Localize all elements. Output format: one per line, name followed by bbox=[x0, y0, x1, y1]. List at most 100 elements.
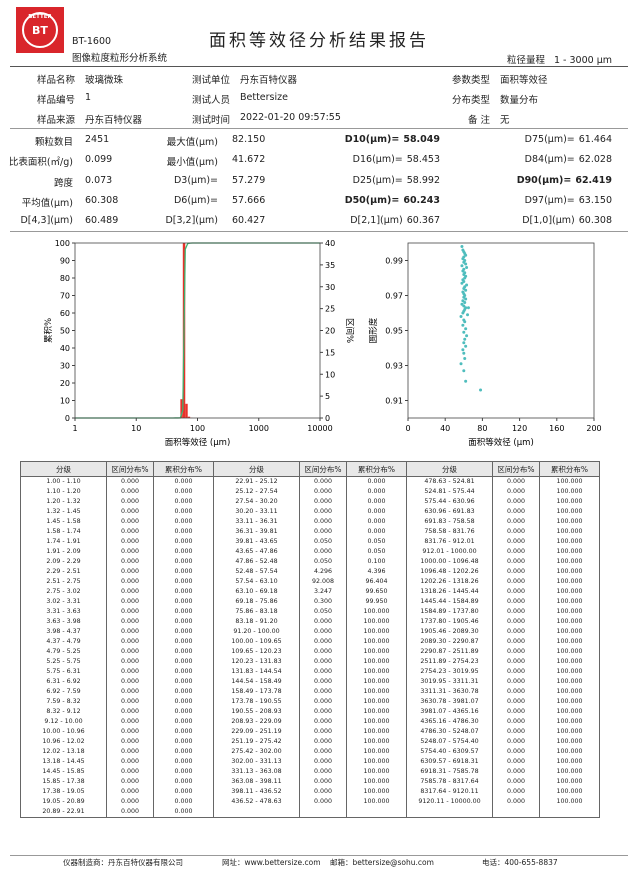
table-cell: 100.000 bbox=[539, 547, 600, 557]
table-cell: 7585.78 - 8317.64 bbox=[406, 777, 493, 787]
stat-label: D16(μm)= bbox=[352, 154, 403, 166]
table-cell: 0.000 bbox=[153, 517, 214, 527]
table-cell: 0.000 bbox=[492, 727, 540, 737]
x-tick-label: 100 bbox=[190, 424, 205, 433]
info-label: 样品名称 bbox=[36, 75, 75, 86]
table-cell: 100.000 bbox=[539, 717, 600, 727]
table-row: 1.20 - 1.32 0.000 0.000 27.54 - 30.20 0.000 0… bbox=[20, 497, 600, 507]
stat-value: 62.419 bbox=[575, 174, 612, 186]
table-cell: 0.000 bbox=[106, 517, 154, 527]
table-cell: 100.000 bbox=[539, 567, 600, 577]
table-cell: 0.000 bbox=[106, 597, 154, 607]
table-cell: 0.000 bbox=[106, 637, 154, 647]
y2-tick-label: 15 bbox=[325, 348, 335, 357]
stat-value: 41.672 bbox=[232, 154, 266, 166]
table-cell: 0.000 bbox=[346, 497, 407, 507]
table-cell: 2.29 - 2.51 bbox=[20, 567, 107, 577]
table-row: 10.96 - 12.02 0.000 0.000 251.19 - 275.42 0.… bbox=[20, 737, 600, 747]
table-cell: 0.000 bbox=[346, 487, 407, 497]
stat-label: 最大值(μm) bbox=[166, 137, 218, 148]
stat: D90(μm)= 62.419 bbox=[517, 175, 612, 186]
stat-label: D10(μm)= bbox=[344, 134, 400, 145]
table-cell: 100.000 bbox=[539, 597, 600, 607]
table-cell: 0.000 bbox=[106, 577, 154, 587]
table-cell: 100.000 bbox=[346, 687, 407, 697]
table-row: 3.02 - 3.31 0.000 0.000 69.18 - 75.86 0.300 9… bbox=[20, 597, 600, 607]
stat: D[1,0](μm) 60.308 bbox=[522, 215, 612, 226]
table-cell: 4.296 bbox=[299, 567, 347, 577]
table-cell: 100.000 bbox=[539, 687, 600, 697]
table-cell: 302.00 - 331.13 bbox=[213, 757, 300, 767]
table-cell: 208.93 - 229.09 bbox=[213, 717, 300, 727]
table-cell: 0.000 bbox=[106, 677, 154, 687]
stat-label: D[2,1](μm) bbox=[350, 215, 403, 227]
table-cell: 3.98 - 4.37 bbox=[20, 627, 107, 637]
y-tick-label: 80 bbox=[60, 274, 70, 283]
stat-label: D84(μm)= bbox=[524, 154, 575, 166]
table-cell: 1584.89 - 1737.80 bbox=[406, 607, 493, 617]
y2-tick-label: 20 bbox=[325, 327, 335, 336]
table-row: 20.89 - 22.91 0.000 0.000 bbox=[20, 807, 600, 818]
table-cell: 0.000 bbox=[153, 667, 214, 677]
table-cell: 69.18 - 75.86 bbox=[213, 597, 300, 607]
table-cell: 0.000 bbox=[492, 577, 540, 587]
table-cell: 0.000 bbox=[299, 687, 347, 697]
column-header: 分级 bbox=[20, 461, 107, 477]
table-cell: 100.000 bbox=[539, 557, 600, 567]
logo: BETTER BT bbox=[16, 7, 64, 53]
table-cell: 0.000 bbox=[153, 647, 214, 657]
point bbox=[462, 330, 466, 334]
point bbox=[460, 264, 464, 268]
y2-tick-label: 25 bbox=[325, 305, 335, 314]
table-cell: 100.000 bbox=[539, 707, 600, 717]
table-cell: 100.00 - 109.65 bbox=[213, 637, 300, 647]
logo-text: BETTER bbox=[28, 14, 52, 20]
stat-value: 57.666 bbox=[232, 194, 266, 206]
table-cell: 0.000 bbox=[106, 797, 154, 807]
table-cell: 0.000 bbox=[492, 497, 540, 507]
footer-text: 网址：www.bettersize.com bbox=[222, 858, 321, 867]
stat-label: D[1,0](μm) bbox=[522, 215, 575, 227]
table-cell: 0.000 bbox=[106, 767, 154, 777]
table-cell: 27.54 - 30.20 bbox=[213, 497, 300, 507]
table-cell: 7.59 - 8.32 bbox=[20, 697, 107, 707]
stat-value: 60.308 bbox=[578, 215, 612, 227]
x-tick-label: 1000 bbox=[249, 424, 269, 433]
info-value: 面积等效径 bbox=[500, 75, 548, 86]
table-cell: 0.000 bbox=[153, 637, 214, 647]
table-cell: 1905.46 - 2089.30 bbox=[406, 627, 493, 637]
table-cell: 0.000 bbox=[153, 487, 214, 497]
table-cell: 0.000 bbox=[299, 627, 347, 637]
stat-label: D90(μm)= bbox=[516, 174, 572, 186]
table-cell: 100.000 bbox=[346, 677, 407, 687]
table-cell: 691.83 - 758.58 bbox=[406, 517, 493, 527]
stat-label: 跨度 bbox=[53, 177, 73, 189]
stat-value: 60.243 bbox=[403, 194, 440, 206]
table-cell: 5248.07 - 5754.40 bbox=[406, 737, 493, 747]
plot-frame bbox=[407, 242, 595, 419]
table-cell: 0.000 bbox=[153, 557, 214, 567]
table-row: 2.51 - 2.75 0.000 0.000 57.54 - 63.10 92.008… bbox=[20, 577, 600, 587]
table-cell: 6.92 - 7.59 bbox=[20, 687, 107, 697]
table-cell: 0.050 bbox=[346, 537, 407, 547]
table-cell: 0.000 bbox=[153, 807, 214, 818]
table-cell: 0.000 bbox=[153, 717, 214, 727]
table-cell: 1.10 - 1.20 bbox=[20, 487, 107, 497]
table-cell: 0.000 bbox=[153, 797, 214, 807]
stat: D84(μm)= 62.028 bbox=[525, 154, 612, 165]
point bbox=[466, 313, 470, 317]
table-cell: 0.000 bbox=[106, 757, 154, 767]
x-tick-label: 0 bbox=[405, 424, 410, 433]
y-axis-label: 圆形度 bbox=[368, 317, 379, 343]
table-cell: 2.09 - 2.29 bbox=[20, 557, 107, 567]
table-cell: 0.000 bbox=[492, 707, 540, 717]
range-value: 1 - 3000 μm bbox=[553, 55, 612, 66]
table-row: 15.85 - 17.38 0.000 0.000 363.08 - 398.11 0.… bbox=[20, 777, 600, 787]
table-cell: 0.000 bbox=[299, 547, 347, 557]
stat: D16(μm)= 58.453 bbox=[353, 154, 440, 165]
point bbox=[464, 379, 468, 383]
table-cell: 0.000 bbox=[492, 787, 540, 797]
table-cell: 92.008 bbox=[299, 577, 347, 587]
table-cell: 3.63 - 3.98 bbox=[20, 617, 107, 627]
table-row: 1.32 - 1.45 0.000 0.000 30.20 - 33.11 0.000 0… bbox=[20, 507, 600, 517]
